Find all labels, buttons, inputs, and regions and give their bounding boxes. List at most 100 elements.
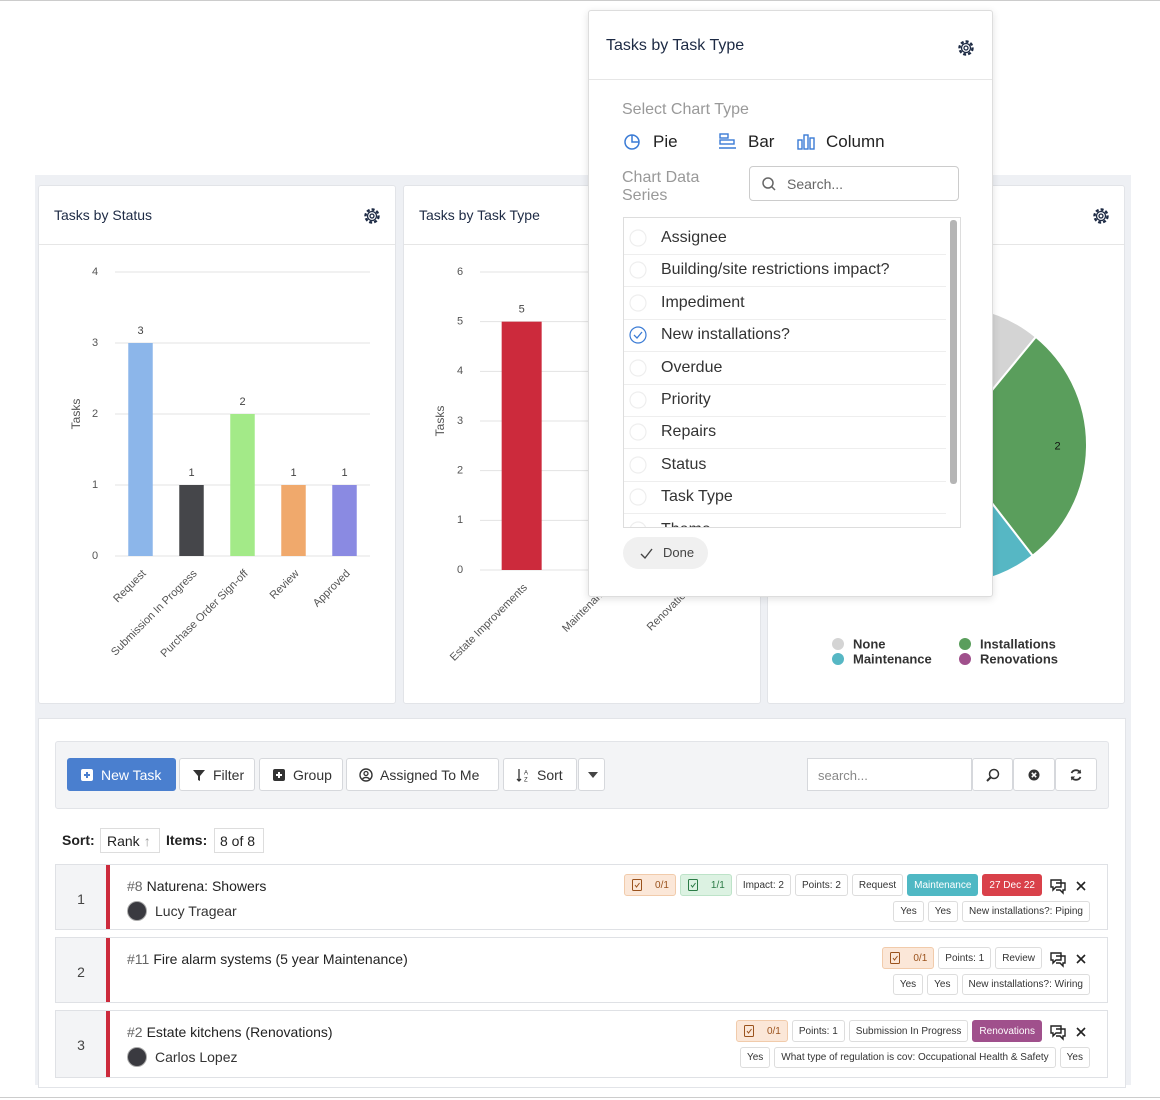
y-tick-label: 4 — [457, 365, 463, 377]
series-option[interactable]: New installations? — [624, 319, 946, 353]
tag: 0/1 — [882, 947, 935, 969]
y-tick-label: 0 — [457, 564, 463, 576]
bar — [230, 414, 255, 556]
y-tick-label: 0 — [92, 550, 98, 562]
series-option[interactable]: Overdue — [624, 352, 946, 385]
card-title: Tasks by Task Type — [419, 207, 540, 223]
task-id: #11 — [127, 951, 150, 967]
chart-type-option[interactable]: Bar — [718, 132, 774, 152]
rank: 2 — [77, 964, 85, 980]
row-action-icons[interactable] — [1049, 950, 1089, 968]
field-tag: Yes — [927, 974, 958, 995]
x-tick-label: Request — [111, 568, 148, 605]
pie-slice — [945, 335, 1088, 558]
legend-swatch — [959, 653, 971, 665]
bottom-border — [0, 1097, 1160, 1098]
series-option[interactable]: Repairs — [624, 416, 946, 450]
task-name: Naturena: Showers — [146, 878, 267, 894]
chart-type-label: Select Chart Type — [622, 101, 749, 118]
top-border — [0, 0, 1160, 1]
sort-value[interactable]: Rank ↑ — [100, 828, 160, 853]
task-title: #2 Estate kitchens (Renovations) — [127, 1024, 333, 1040]
value-label: 5 — [519, 304, 525, 316]
button-icon — [80, 768, 94, 782]
tag-text: Submission In Progress — [855, 1025, 962, 1037]
refresh-button[interactable] — [1055, 758, 1097, 791]
done-button[interactable]: Done — [623, 537, 708, 569]
legend-swatch — [832, 653, 844, 665]
row-action-icons[interactable] — [1049, 1023, 1089, 1041]
toolbar-button[interactable]: Assigned To Me — [346, 758, 499, 791]
items-label: Items: — [166, 832, 208, 848]
search-button[interactable] — [972, 758, 1013, 791]
tag: 27 Dec 22 — [982, 874, 1042, 896]
tag: Maintenance — [907, 874, 979, 896]
tag: Renovations — [972, 1020, 1042, 1042]
tag-text: Review — [1002, 952, 1035, 964]
rank-cell — [56, 938, 106, 1002]
chart-type-option[interactable]: Column — [796, 132, 885, 152]
priority-bar — [106, 1011, 110, 1077]
tag-text: 1/1 — [710, 879, 725, 891]
value-label: 2 — [1055, 441, 1061, 453]
done-label: Done — [663, 545, 695, 560]
series-option[interactable]: Building/site restrictions impact? — [624, 254, 946, 288]
legend-label: Maintenance — [853, 651, 932, 666]
series-option-label: Theme — [661, 521, 711, 527]
progress-icon — [631, 879, 643, 891]
series-option[interactable]: Assignee — [624, 222, 946, 255]
clear-button[interactable] — [1013, 758, 1055, 791]
tag-row: 0/1 Points: 1 Submission In Progress Renova… — [732, 1020, 1042, 1042]
search-input[interactable]: search... — [807, 758, 972, 791]
tag: Review — [995, 947, 1042, 969]
task-name: Fire alarm systems (5 year Maintenance) — [153, 951, 408, 967]
row-action-icons[interactable] — [1049, 877, 1089, 895]
avatar — [127, 901, 147, 921]
toolbar-button[interactable]: Group — [259, 758, 343, 791]
field-tag: What type of regulation is cov: Occupati… — [774, 1047, 1056, 1068]
rank-cell — [56, 1011, 106, 1077]
gear-icon — [1093, 208, 1109, 224]
x-tick-label: Approved — [311, 568, 353, 610]
series-option[interactable]: Impediment — [624, 287, 946, 320]
tag-row: 0/1 1/1 Impact: 2 Points: 2 Request Maintenan… — [620, 874, 1042, 896]
y-axis-label: Tasks — [69, 399, 83, 430]
series-option[interactable]: Theme — [624, 514, 946, 527]
y-axis-label: Tasks — [433, 406, 447, 437]
toolbar-button[interactable]: A Z Sort — [503, 758, 577, 791]
tag: 1/1 — [679, 874, 732, 896]
y-tick-label: 2 — [457, 465, 463, 477]
x-tick-label: Review — [268, 568, 302, 602]
gear-teeth — [1093, 208, 1109, 224]
gear-icon[interactable] — [956, 38, 976, 58]
y-tick-label: 1 — [457, 514, 463, 526]
items-value: 8 of 8 — [214, 828, 264, 853]
field-row: Yes What type of regulation is cov: Occup… — [736, 1047, 1090, 1068]
sort-dropdown[interactable] — [578, 758, 605, 791]
y-tick-label: 6 — [457, 266, 463, 278]
tag-text: 27 Dec 22 — [989, 879, 1035, 891]
series-option[interactable]: Priority — [624, 384, 946, 417]
field-tag: New installations?: Wiring — [961, 974, 1090, 995]
value-label: 2 — [239, 396, 245, 408]
tag: Points: 1 — [791, 1020, 845, 1042]
task-row[interactable]: 2 #11 Fire alarm systems (5 year Maintenan… — [55, 937, 1108, 1003]
series-label: Chart Data Series — [622, 169, 700, 204]
series-option[interactable]: Task Type — [624, 481, 946, 515]
series-search[interactable]: Search... — [749, 166, 959, 201]
bar — [501, 321, 542, 570]
y-tick-label: 4 — [92, 266, 98, 278]
tag: 0/1 — [735, 1020, 788, 1042]
field-tag: Yes — [1059, 1047, 1090, 1068]
rank-cell — [56, 865, 106, 929]
toolbar-button[interactable]: New Task — [67, 758, 176, 791]
x-tick-label: Submission In Progress — [109, 567, 200, 658]
task-row[interactable]: 1 #8 Naturena: Showers Lucy Tragear 0/1 1/1 Im… — [55, 864, 1108, 930]
toolbar-button[interactable]: Filter — [179, 758, 255, 791]
tag-text: Points: 1 — [798, 1025, 838, 1037]
series-option[interactable]: Status — [624, 449, 946, 482]
task-row[interactable]: 3 #2 Estate kitchens (Renovations) Carlos L… — [55, 1010, 1108, 1078]
series-option-label: Priority — [661, 391, 711, 408]
chart-type-option[interactable]: Pie — [623, 132, 678, 152]
